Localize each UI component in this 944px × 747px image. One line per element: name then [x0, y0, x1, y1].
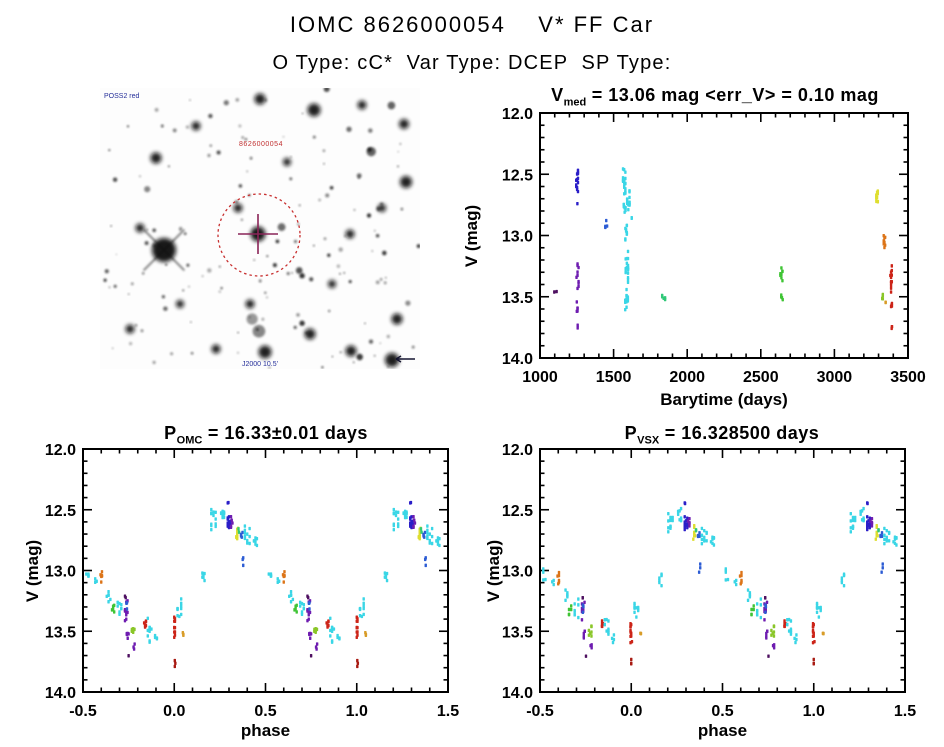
svg-text:14.0: 14.0 — [45, 685, 76, 702]
svg-text:-0.5: -0.5 — [69, 703, 97, 720]
finder-chart: POSS2 red 8626000054 J2000 10.5' — [100, 85, 422, 370]
svg-text:13.5: 13.5 — [502, 290, 533, 307]
finder-chart-image: POSS2 red 8626000054 J2000 10.5' — [100, 85, 422, 370]
svg-text:0.0: 0.0 — [163, 703, 185, 720]
vmed-value: = 13.06 mag <err_V> = 0.10 mag — [586, 85, 879, 105]
svg-text:12.0: 12.0 — [502, 442, 533, 459]
svg-text:13.0: 13.0 — [45, 564, 76, 581]
vsx-phase-ylabel: V (mag) — [484, 539, 503, 603]
svg-text:0.5: 0.5 — [254, 703, 276, 720]
vsx-phase-plot-canvas: -0.5 0.0 0.5 1.0 1.5 12.0 12.5 13.0 13.5 14.0 — [502, 442, 916, 720]
target-circle-icon — [217, 193, 301, 277]
omc-phase-plot: POMC = 16.33±0.01 days -0.5 0.0 0.5 1.0 1.5 1… — [0, 418, 472, 747]
pomc-value: = 16.33±0.01 days — [202, 423, 368, 443]
svg-text:13.5: 13.5 — [45, 624, 76, 641]
pvsx-value: = 16.328500 days — [659, 423, 820, 443]
vmed-subscript: med — [563, 96, 587, 109]
survey-label: POSS2 red — [104, 93, 140, 100]
svg-text:-0.5: -0.5 — [526, 703, 554, 720]
svg-text:13.0: 13.0 — [502, 229, 533, 246]
pomc-symbol: P — [164, 423, 177, 443]
svg-text:1500: 1500 — [596, 369, 632, 386]
svg-text:1.5: 1.5 — [894, 703, 916, 720]
pvsx-subscript: VSX — [637, 434, 660, 447]
pomc-subscript: OMC — [176, 434, 203, 447]
svg-text:1000: 1000 — [522, 369, 558, 386]
omc-phase-ylabel: V (mag) — [23, 539, 42, 603]
barytime-xlabel: Barytime (days) — [660, 390, 788, 409]
omc-phase-plot-canvas: -0.5 0.0 0.5 1.0 1.5 12.0 12.5 13.0 13.5 14.0 — [45, 442, 459, 720]
svg-text:12.5: 12.5 — [502, 503, 533, 520]
svg-text:0.5: 0.5 — [711, 703, 733, 720]
object-type-line: O Type: cC* Var Type: DCEP SP Type: — [272, 52, 672, 74]
svg-text:1.5: 1.5 — [437, 703, 459, 720]
omc-phase-xlabel: phase — [240, 721, 291, 740]
scale-label: J2000 10.5' — [242, 361, 278, 368]
svg-text:3500: 3500 — [890, 369, 926, 386]
page-title: IOMC 8626000054 V* FF Car — [289, 12, 655, 37]
svg-text:13.0: 13.0 — [502, 564, 533, 581]
svg-text:12.0: 12.0 — [502, 106, 533, 123]
barytime-plot: Vmed = 13.06 mag <err_V> = 0.10 mag 1000… — [460, 85, 944, 418]
vmed-symbol: V — [551, 85, 564, 105]
svg-text:12.5: 12.5 — [45, 503, 76, 520]
vsx-phase-xlabel: phase — [697, 721, 748, 740]
svg-text:2500: 2500 — [743, 369, 779, 386]
svg-text:2000: 2000 — [669, 369, 705, 386]
svg-text:12.0: 12.0 — [45, 442, 76, 459]
barytime-plot-canvas: 1000 1500 2000 2500 3000 3500 12.0 12.5 13.0 13.5… — [502, 106, 926, 386]
svg-text:3000: 3000 — [817, 369, 853, 386]
pvsx-symbol: P — [624, 423, 638, 443]
svg-text:14.0: 14.0 — [502, 685, 533, 702]
svg-text:0.0: 0.0 — [620, 703, 642, 720]
vsx-phase-plot-title: PVSX = 16.328500 days — [516, 423, 928, 447]
vsx-phase-plot: PVSX = 16.328500 days -0.5 0.0 0.5 1.0 1.5 12… — [472, 418, 944, 747]
svg-text:13.5: 13.5 — [502, 624, 533, 641]
svg-text:14.0: 14.0 — [502, 351, 533, 368]
barytime-ylabel: V (mag) — [462, 204, 481, 268]
svg-text:12.5: 12.5 — [502, 167, 533, 184]
svg-text:1.0: 1.0 — [803, 703, 825, 720]
omc-phase-plot-title: POMC = 16.33±0.01 days — [60, 423, 472, 447]
source-id-label: 8626000054 — [239, 141, 283, 148]
svg-text:1.0: 1.0 — [346, 703, 368, 720]
barytime-plot-title: Vmed = 13.06 mag <err_V> = 0.10 mag — [486, 85, 944, 109]
